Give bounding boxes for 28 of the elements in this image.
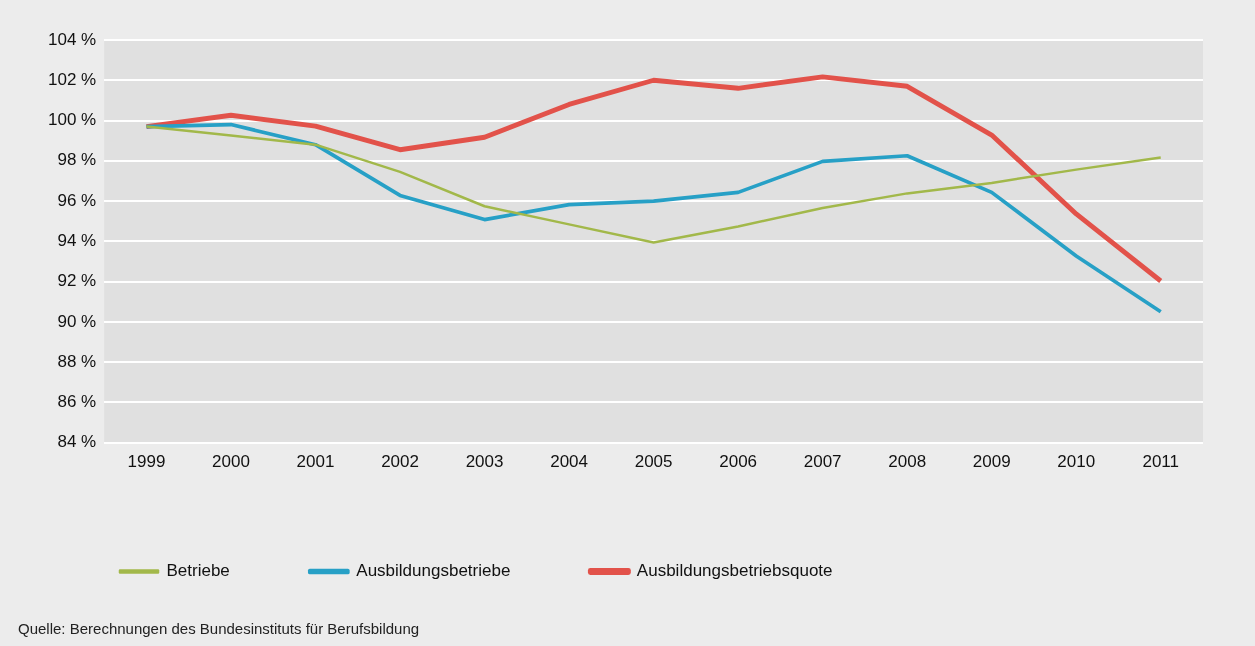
x-tick-label: 2001 — [296, 452, 335, 472]
y-tick-label: 88 % — [57, 351, 97, 371]
x-tick-label: 2003 — [465, 452, 504, 472]
legend-label: Ausbildungsbetriebsquote — [636, 561, 833, 581]
legend-label: Ausbildungsbetriebe — [356, 561, 511, 581]
x-tick-label: 2007 — [803, 452, 842, 472]
x-tick-label: 2008 — [888, 452, 927, 472]
x-tick-label: 2004 — [550, 452, 588, 472]
y-tick-label: 104 % — [48, 29, 97, 49]
x-tick-label: 2010 — [1057, 452, 1096, 472]
y-tick-label: 84 % — [57, 432, 97, 452]
x-tick-label: 2009 — [972, 452, 1011, 472]
x-tick-label: 2002 — [381, 452, 419, 472]
y-tick-label: 102 % — [48, 69, 97, 89]
y-tick-label: 96 % — [57, 190, 97, 210]
x-tick-label: 1999 — [127, 452, 166, 472]
y-tick-label: 100 % — [48, 110, 97, 130]
x-tick-label: 2005 — [634, 452, 673, 472]
legend-label: Betriebe — [166, 561, 230, 581]
y-tick-label: 92 % — [57, 271, 97, 291]
y-tick-label: 86 % — [57, 392, 97, 412]
y-tick-label: 94 % — [57, 230, 97, 250]
x-tick-label: 2006 — [719, 452, 758, 472]
x-tick-label: 2011 — [1142, 452, 1180, 472]
x-tick-label: 2000 — [212, 452, 250, 472]
y-tick-label: 90 % — [57, 311, 97, 331]
source-note: Quelle: Berechnungen des Bundesinstituts für Berufsbildung — [18, 620, 420, 637]
y-tick-label: 98 % — [57, 150, 97, 170]
